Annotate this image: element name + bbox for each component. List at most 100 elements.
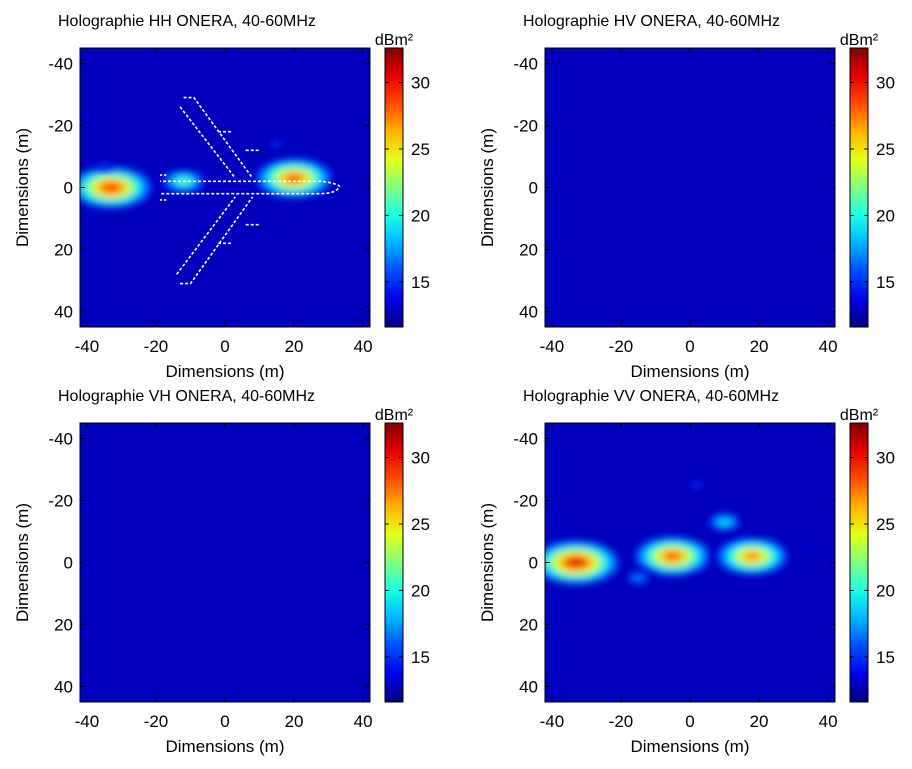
colorbar-tick-label: 30 bbox=[411, 74, 430, 93]
hotspot bbox=[630, 534, 716, 578]
y-tick-label: 20 bbox=[54, 616, 73, 635]
y-tick-label: 40 bbox=[519, 678, 538, 697]
y-axis-label: Dimensions (m) bbox=[478, 503, 497, 622]
y-tick-label: -40 bbox=[513, 55, 538, 74]
hotspot bbox=[545, 538, 624, 587]
hotspot bbox=[804, 543, 818, 551]
hotspot-layer bbox=[746, 553, 759, 560]
colorbar bbox=[384, 47, 404, 328]
y-tick-label: 40 bbox=[519, 303, 538, 322]
colorbar-tick-label: 15 bbox=[411, 648, 430, 667]
colorbar-tick-label: 25 bbox=[876, 515, 895, 534]
y-tick-label: -20 bbox=[513, 492, 538, 511]
colorbar-tick-label: 15 bbox=[411, 273, 430, 292]
y-tick-label: -20 bbox=[48, 492, 73, 511]
colorbar bbox=[849, 47, 869, 328]
colorbar-tick-label: 15 bbox=[876, 648, 895, 667]
x-tick-label: 40 bbox=[354, 712, 373, 731]
y-axis-label: Dimensions (m) bbox=[13, 128, 32, 247]
y-tick-label: 0 bbox=[529, 179, 538, 198]
y-tick-label: 20 bbox=[519, 616, 538, 635]
x-tick-label: -40 bbox=[75, 712, 100, 731]
x-tick-label: 20 bbox=[285, 712, 304, 731]
y-tick-label: 0 bbox=[64, 554, 73, 573]
colorbar-label: dBm² bbox=[840, 32, 879, 49]
x-tick-label: 0 bbox=[685, 337, 694, 356]
y-tick-label: 0 bbox=[64, 179, 73, 198]
colorbar-tick-label: 15 bbox=[876, 273, 895, 292]
colorbar-tick-label: 20 bbox=[411, 581, 430, 600]
hotspot bbox=[688, 480, 706, 490]
x-tick-label: -40 bbox=[75, 337, 100, 356]
hotspot bbox=[267, 139, 286, 149]
colorbar-tick-label: 25 bbox=[411, 515, 430, 534]
hotspot bbox=[705, 512, 744, 532]
x-axis-label: Dimensions (m) bbox=[630, 737, 749, 756]
x-tick-label: 0 bbox=[220, 337, 229, 356]
y-tick-label: 40 bbox=[54, 678, 73, 697]
colorbar-label: dBm² bbox=[840, 407, 879, 424]
colorbar-tick-label: 30 bbox=[411, 449, 430, 468]
y-tick-label: -20 bbox=[48, 117, 73, 136]
colorbar-tick-label: 25 bbox=[411, 140, 430, 159]
hotspot bbox=[80, 164, 157, 211]
colorbar-tick-label: 20 bbox=[876, 206, 895, 225]
hotspot-layer bbox=[287, 174, 301, 182]
x-tick-label: -20 bbox=[144, 337, 169, 356]
x-tick-label: 20 bbox=[750, 337, 769, 356]
colorbar-tick-label: 25 bbox=[876, 140, 895, 159]
x-tick-label: -20 bbox=[609, 712, 634, 731]
x-tick-label: 20 bbox=[285, 337, 304, 356]
hotspot bbox=[251, 156, 337, 200]
x-tick-label: -40 bbox=[540, 712, 565, 731]
x-tick-label: 40 bbox=[819, 712, 838, 731]
plot-background bbox=[80, 423, 370, 702]
hotspot-layer bbox=[568, 558, 584, 567]
chart-title: Holographie VV ONERA, 40-60MHz bbox=[523, 388, 779, 405]
colorbar bbox=[384, 422, 404, 703]
y-tick-label: -40 bbox=[48, 430, 73, 449]
y-tick-label: -20 bbox=[513, 117, 538, 136]
hotspot bbox=[624, 570, 653, 586]
colorbar-tick-label: 30 bbox=[876, 449, 895, 468]
x-axis-label: Dimensions (m) bbox=[630, 362, 749, 381]
hotspot-layer bbox=[102, 165, 106, 167]
chart-title: Holographie HH ONERA, 40-60MHz bbox=[58, 13, 316, 30]
heat-layer bbox=[545, 480, 818, 587]
heat-layer bbox=[80, 139, 337, 211]
y-tick-label: 20 bbox=[54, 241, 73, 260]
x-axis-label: Dimensions (m) bbox=[165, 737, 284, 756]
chart-title: Holographie HV ONERA, 40-60MHz bbox=[523, 13, 780, 30]
chart-title: Holographie VH ONERA, 40-60MHz bbox=[58, 388, 315, 405]
colorbar-label: dBm² bbox=[375, 407, 414, 424]
hotspot-layer bbox=[809, 546, 812, 548]
hotspot bbox=[95, 161, 113, 171]
y-axis-label: Dimensions (m) bbox=[13, 503, 32, 622]
x-tick-label: -40 bbox=[540, 337, 565, 356]
x-tick-label: 40 bbox=[819, 337, 838, 356]
y-tick-label: 20 bbox=[519, 241, 538, 260]
hotspot-layer bbox=[104, 184, 118, 191]
x-tick-label: 20 bbox=[750, 712, 769, 731]
x-tick-label: -20 bbox=[144, 712, 169, 731]
colorbar-tick-label: 30 bbox=[876, 74, 895, 93]
y-tick-label: 40 bbox=[54, 303, 73, 322]
x-tick-label: 0 bbox=[685, 712, 694, 731]
y-tick-label: 0 bbox=[529, 554, 538, 573]
colorbar bbox=[849, 422, 869, 703]
colorbar-label: dBm² bbox=[375, 32, 414, 49]
plot-background bbox=[545, 48, 835, 327]
hotspot-layer bbox=[695, 484, 699, 486]
hotspot-layer bbox=[666, 553, 680, 560]
x-tick-label: 40 bbox=[354, 337, 373, 356]
hotspot bbox=[712, 536, 793, 577]
y-tick-label: -40 bbox=[513, 430, 538, 449]
colorbar-tick-label: 20 bbox=[876, 581, 895, 600]
hotspot-layer bbox=[275, 143, 279, 145]
x-tick-label: -20 bbox=[609, 337, 634, 356]
